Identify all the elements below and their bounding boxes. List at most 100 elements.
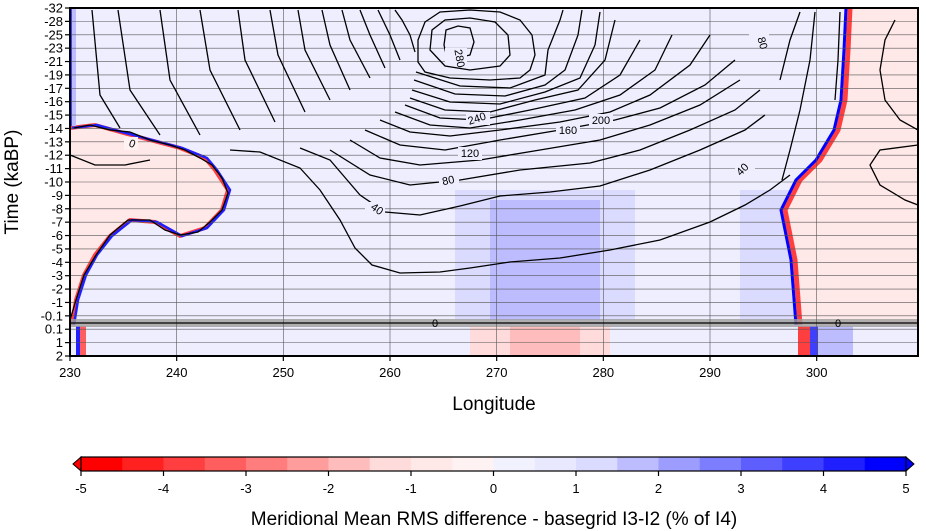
x-axis-label: Longitude [452, 394, 535, 415]
contour-label-bg [466, 112, 490, 125]
contour-label-bg [735, 162, 755, 175]
colorbar-tick-label: 3 [737, 481, 744, 496]
colorbar-tick-label: -2 [323, 481, 335, 496]
y-tick-label: -1 [51, 295, 63, 310]
contour-label-bg [749, 34, 769, 47]
contour-line [199, 9, 241, 131]
y-tick-label: -28 [44, 14, 63, 29]
colorbar-tick-label: -5 [75, 481, 87, 496]
field-bottom-left-red [80, 326, 86, 356]
contour-line [879, 19, 919, 131]
colorbar-swatch [287, 457, 329, 471]
colorbar-swatch [741, 457, 783, 471]
contour-label-bg [365, 202, 385, 215]
y-tick-label: 2 [56, 349, 63, 364]
y-tick-label: -5 [51, 241, 63, 256]
contour-label-bg [445, 48, 467, 62]
y-tick-label: -13 [44, 134, 63, 149]
contour-line [349, 79, 741, 166]
y-tick-label: 0.1 [45, 322, 63, 337]
colorbar-swatch [81, 457, 123, 471]
colorbar-swatch [246, 457, 288, 471]
y-tick-label: -21 [44, 54, 63, 69]
y-tick-label: -25 [44, 27, 63, 42]
field-right-edge-red [782, 7, 853, 326]
x-tick-label: 270 [486, 365, 508, 380]
contour-label: 40 [368, 201, 385, 218]
y-tick-label: -6 [51, 228, 63, 243]
y-tick-label: -19 [44, 67, 63, 82]
x-tick-label: 290 [699, 365, 721, 380]
y-tick-label: -14 [44, 121, 63, 136]
colorbar-tick-label: 5 [902, 481, 909, 496]
colorbar-label: Meridional Mean RMS difference - basegri… [251, 509, 737, 530]
colorbar-swatch [369, 457, 412, 471]
contour-line [69, 124, 229, 325]
contour-labels: 280 240 200 160 120 80 40 0 80 40 0 0 [124, 34, 841, 330]
colorbar-swatch [122, 457, 164, 471]
contour-label-bg [556, 124, 580, 137]
colorbar-tick-label: 2 [655, 481, 662, 496]
contour-label: 0 [835, 318, 841, 330]
field-bottom-blue-strip [810, 326, 818, 356]
y-tick-label: -10 [44, 175, 63, 190]
y-axis: -32-28-25-23-21-19-17-16-15-14-13-12-11-… [41, 1, 70, 364]
colorbar-extend-low [72, 455, 82, 473]
y-tick-label: -8 [51, 201, 63, 216]
contour-line [341, 9, 371, 79]
colorbar-tick-label: -4 [158, 481, 170, 496]
contour-line [429, 17, 511, 71]
colorbar: -5 -4 -3 -2 -1 0 1 2 3 4 5 [72, 455, 915, 496]
field-bottom-blue-region [818, 326, 853, 356]
field-region-blue-mid [490, 200, 600, 320]
colorbar-tick-label: -3 [240, 481, 252, 496]
contour-line [394, 34, 673, 129]
y-tick-label: -32 [44, 1, 63, 16]
contour-line [834, 11, 841, 101]
field-bottom-red-strip [798, 326, 810, 356]
colorbar-swatch [658, 457, 701, 471]
contour-label: 160 [559, 125, 577, 137]
contour-line [299, 114, 766, 216]
contour-line [159, 9, 201, 136]
y-tick-label: -4 [51, 255, 63, 270]
y-tick-label: -9 [51, 188, 63, 203]
contour-line [779, 11, 801, 81]
colorbar-swatch [328, 457, 371, 471]
contour-line [229, 149, 791, 274]
contour-line [321, 9, 351, 91]
contour-label: 0 [432, 318, 438, 330]
field-region-red-mid [510, 326, 580, 356]
colorbar-extend-high [905, 455, 915, 473]
contour-line [117, 9, 161, 136]
x-axis: 230 240 250 260 270 280 290 300 [59, 356, 828, 380]
contour-line [781, 11, 816, 181]
contour-label: 200 [592, 115, 610, 127]
y-tick-label: -23 [44, 41, 63, 56]
contour-line [415, 9, 564, 89]
contour-line [359, 9, 386, 69]
contour-label-bg [124, 137, 138, 150]
contour-label: 80 [441, 174, 455, 188]
contour-line [417, 9, 536, 81]
colorbar-swatch [823, 457, 866, 471]
y-tick-label: -11 [45, 161, 63, 176]
colorbar-swatch [534, 457, 577, 471]
contour-line [394, 9, 416, 53]
y-tick-label: -17 [44, 81, 63, 96]
field-right-edge-blue [779, 7, 848, 326]
x-tick-label: 300 [806, 365, 828, 380]
contour-line [269, 9, 306, 113]
colorbar-swatch [782, 457, 824, 471]
y-tick-label: -7 [51, 215, 63, 230]
contour-label: 240 [466, 111, 487, 128]
field-left-strip [70, 8, 76, 126]
contour-line [69, 154, 151, 166]
x-tick-label: 250 [272, 365, 294, 380]
contour-line [91, 9, 121, 129]
field-right-red [785, 8, 918, 325]
x-tick-label: 230 [59, 365, 81, 380]
contour-line [329, 89, 761, 186]
grid-lines [69, 8, 918, 356]
y-tick-label: -3 [51, 268, 63, 283]
